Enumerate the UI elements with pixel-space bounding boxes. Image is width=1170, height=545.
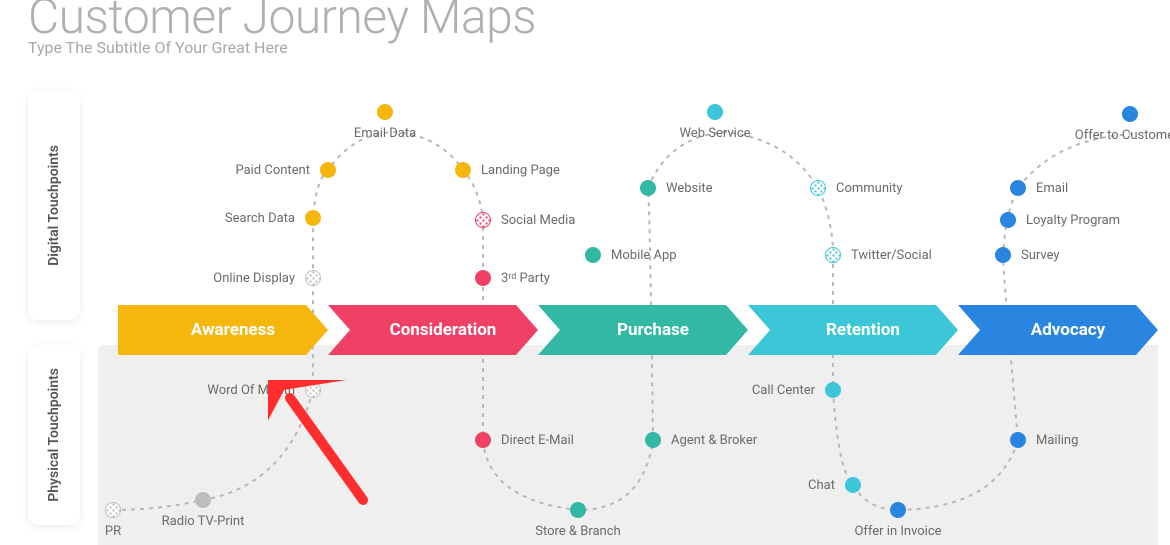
touchpoint-offer-customers: Offer to Customers <box>1050 106 1170 143</box>
touchpoint-label: Call Center <box>752 383 815 398</box>
stage-arrows: Awareness Consideration Purchase Retention A… <box>118 305 1158 355</box>
touchpoint-dot <box>475 212 491 228</box>
touchpoint-dot <box>105 502 121 518</box>
touchpoint-dot <box>995 247 1011 263</box>
side-label-physical: Physical Touchpoints <box>28 345 80 525</box>
touchpoint-dot <box>640 180 656 196</box>
page-subtitle: Type The Subtitle Of Your Great Here <box>28 38 288 57</box>
touchpoint-label: Web Service <box>679 126 750 141</box>
stage-label-purchase: Purchase <box>617 320 689 340</box>
touchpoint-label: Online Display <box>213 271 295 286</box>
touchpoint-label: Search Data <box>225 211 295 226</box>
touchpoint-dot <box>305 270 321 286</box>
touchpoint-label: Store & Branch <box>535 524 620 539</box>
touchpoint-dot <box>645 432 661 448</box>
touchpoint-store-branch: Store & Branch <box>498 502 658 539</box>
touchpoint-label: Paid Content <box>235 163 310 178</box>
touchpoint-label: Mobile App <box>611 248 677 263</box>
stage-retention: Retention <box>748 305 958 355</box>
touchpoint-mobile-app: Mobile App <box>585 247 677 263</box>
touchpoint-offer-invoice: Offer in Invoice <box>818 502 978 539</box>
touchpoint-label: PR <box>105 524 121 539</box>
touchpoint-dot <box>825 247 841 263</box>
touchpoint-search-data: Search Data <box>225 210 321 226</box>
stage-awareness: Awareness <box>118 305 328 355</box>
side-label-digital-text: Digital Touchpoints <box>46 145 62 266</box>
touchpoint-dot <box>585 247 601 263</box>
touchpoint-label: Social Media <box>501 213 575 228</box>
touchpoint-third-party: 3ʳᵈ Party <box>475 270 550 286</box>
touchpoint-landing-page: Landing Page <box>455 162 560 178</box>
touchpoint-website: Website <box>640 180 713 196</box>
touchpoint-label: Community <box>836 181 903 196</box>
touchpoint-label: Agent & Broker <box>671 433 757 448</box>
touchpoint-dot <box>320 162 336 178</box>
journey-diagram: Digital Touchpoints Physical Touchpoints… <box>28 90 1158 530</box>
touchpoint-radio-tv: Radio TV-Print <box>123 492 283 529</box>
touchpoint-direct-email: Direct E-Mail <box>475 432 574 448</box>
touchpoint-label: Chat <box>808 478 835 493</box>
touchpoint-twitter-social: Twitter/Social <box>825 247 932 263</box>
touchpoint-label: Survey <box>1021 248 1060 263</box>
touchpoint-dot <box>475 270 491 286</box>
touchpoint-agent-broker: Agent & Broker <box>645 432 757 448</box>
touchpoint-email-data: Email Data <box>305 104 465 141</box>
touchpoint-label: Offer to Customers <box>1075 128 1170 143</box>
touchpoint-call-center: Call Center <box>752 382 841 398</box>
touchpoint-dot <box>377 104 393 120</box>
stage-label-consideration: Consideration <box>390 320 497 340</box>
side-label-digital: Digital Touchpoints <box>28 90 80 320</box>
touchpoint-label: Website <box>666 181 713 196</box>
stage-purchase: Purchase <box>538 305 748 355</box>
touchpoint-online-display: Online Display <box>213 270 321 286</box>
touchpoint-dot <box>1122 106 1138 122</box>
stage-label-advocacy: Advocacy <box>1031 320 1105 340</box>
touchpoint-dot <box>305 382 321 398</box>
touchpoint-dot <box>195 492 211 508</box>
touchpoint-label: Landing Page <box>481 163 560 178</box>
touchpoint-label: Offer in Invoice <box>854 524 941 539</box>
touchpoint-label: Loyalty Program <box>1026 213 1120 228</box>
touchpoint-mailing: Mailing <box>1010 432 1078 448</box>
touchpoint-dot <box>455 162 471 178</box>
touchpoint-dot <box>1010 432 1026 448</box>
touchpoint-label: Email Data <box>354 126 416 141</box>
touchpoint-community: Community <box>810 180 903 196</box>
touchpoint-email: Email <box>1010 180 1068 196</box>
touchpoint-web-service: Web Service <box>635 104 795 141</box>
touchpoint-label: Email <box>1036 181 1068 196</box>
touchpoint-label: Direct E-Mail <box>501 433 574 448</box>
touchpoint-loyalty: Loyalty Program <box>1000 212 1120 228</box>
stage-label-awareness: Awareness <box>191 320 275 340</box>
touchpoint-dot <box>305 210 321 226</box>
touchpoint-dot <box>1010 180 1026 196</box>
touchpoint-label: Twitter/Social <box>851 248 932 263</box>
touchpoint-label: Mailing <box>1036 433 1078 448</box>
touchpoint-dot <box>890 502 906 518</box>
touchpoint-word-of-mouth: Word Of Mouth <box>207 382 321 398</box>
touchpoint-dot <box>845 477 861 493</box>
touchpoint-dot <box>1000 212 1016 228</box>
stage-label-retention: Retention <box>826 320 900 340</box>
diagram-canvas: Awareness Consideration Purchase Retention A… <box>98 90 1158 530</box>
touchpoint-survey: Survey <box>995 247 1060 263</box>
touchpoint-dot <box>570 502 586 518</box>
touchpoint-paid-content: Paid Content <box>235 162 336 178</box>
touchpoint-label: Word Of Mouth <box>207 383 295 398</box>
touchpoint-social-media: Social Media <box>475 212 575 228</box>
stage-advocacy: Advocacy <box>958 305 1158 355</box>
touchpoint-chat: Chat <box>808 477 861 493</box>
stage-consideration: Consideration <box>328 305 538 355</box>
touchpoint-dot <box>707 104 723 120</box>
touchpoint-label: 3ʳᵈ Party <box>501 270 550 286</box>
touchpoint-dot <box>475 432 491 448</box>
side-label-physical-text: Physical Touchpoints <box>46 368 62 502</box>
touchpoint-label: Radio TV-Print <box>162 514 245 529</box>
touchpoint-dot <box>810 180 826 196</box>
touchpoint-dot <box>825 382 841 398</box>
